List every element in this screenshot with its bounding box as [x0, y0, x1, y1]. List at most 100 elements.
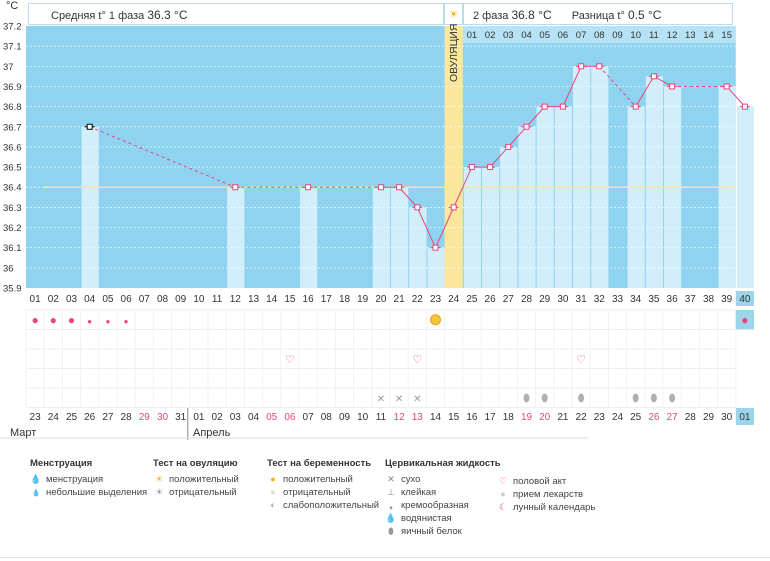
- y-tick-label: 36.6: [3, 142, 22, 153]
- temperature-line: [562, 66, 582, 107]
- calendar-date-label: 30: [721, 412, 733, 423]
- temperature-point: [414, 204, 421, 211]
- cycle-day-label: 06: [121, 294, 133, 305]
- temperature-point: [396, 184, 403, 191]
- post-ovulation-day-label: 10: [630, 30, 641, 41]
- temperature-line: [507, 126, 527, 148]
- temperature-bar: [627, 106, 645, 288]
- cycle-day-label: 29: [539, 294, 551, 305]
- dry-cross-icon: ✕: [395, 394, 403, 405]
- y-tick-label: 37.1: [3, 42, 22, 53]
- temperature-point: [669, 83, 676, 90]
- phase2-label: 2 фаза: [473, 10, 509, 22]
- temperature-line: [653, 75, 673, 87]
- sun-negative-icon: ☀: [154, 487, 164, 497]
- circle-weak-icon: ◐: [270, 500, 276, 510]
- phase1-summary: Средняя t° 1 фаза 36.3 °C: [28, 3, 444, 25]
- watery-drop-icon: [523, 393, 530, 403]
- cycle-day-label: 20: [375, 294, 387, 305]
- circle-negative-icon: ●: [270, 487, 276, 497]
- legend-item: клейкая: [401, 487, 437, 498]
- calendar-date-label: 22: [576, 412, 588, 423]
- calendar-date-label: 01: [193, 412, 205, 423]
- cycle-day-label: 28: [521, 294, 533, 305]
- dry-cross-icon: ✕: [377, 394, 385, 405]
- heart-icon: ♡: [412, 354, 422, 366]
- calendar-date-label: 07: [303, 412, 315, 423]
- heavy-drop-icon: 💧: [30, 474, 42, 484]
- today-marker-highlight: [735, 310, 754, 330]
- calendar-date-label: 29: [703, 412, 715, 423]
- sun-positive-icon: ☀: [154, 474, 164, 484]
- temperature-line: [526, 106, 546, 128]
- cycle-day-label: 05: [102, 294, 114, 305]
- cycle-day-label: 07: [139, 294, 151, 305]
- temperature-line: [435, 207, 455, 248]
- temperature-bar: [463, 167, 481, 288]
- dry-cross-icon: ✕: [413, 394, 421, 405]
- calendar-date-label: 28: [685, 412, 697, 423]
- menstruation-drop-icon: ●: [124, 317, 129, 326]
- legend-item: положительный: [169, 474, 239, 485]
- menstruation-drop-icon: ●: [741, 313, 748, 327]
- y-tick-label: 37: [3, 62, 14, 73]
- post-ovulation-day-label: 12: [667, 30, 678, 41]
- post-ovulation-day-label: 04: [521, 30, 532, 41]
- y-tick-label: 36.8: [3, 102, 22, 113]
- temperature-line: [398, 186, 418, 208]
- temperature-difference-value: 0.5 °C: [627, 8, 662, 22]
- watery-drop-icon: [669, 393, 676, 403]
- post-ovulation-header: [462, 26, 736, 43]
- calendar-date-label: 13: [412, 412, 424, 423]
- legend-item: водянистая: [401, 513, 452, 524]
- sun-icon: ☀: [448, 9, 459, 21]
- small-drop-icon: 💧: [31, 490, 41, 497]
- legend-pregnancy-test: Тест на беременность ● положительный ● отр…: [267, 458, 379, 512]
- calendar-date-label: 26: [84, 412, 96, 423]
- post-ovulation-day-label: 03: [503, 30, 514, 41]
- temperature-point: [487, 164, 494, 171]
- temperature-bar: [536, 106, 554, 288]
- moon-icon: ☾: [498, 502, 508, 512]
- calendar-date-label: 24: [48, 412, 60, 423]
- calendar-date-label: 27: [102, 412, 114, 423]
- cycle-day-label: 21: [394, 294, 406, 305]
- temperature-line: [453, 166, 473, 208]
- cycle-day-label: 39: [721, 294, 733, 305]
- sticky-icon: ⊥: [387, 487, 395, 497]
- legend-item: менструация: [46, 474, 104, 485]
- cycle-day-label: 13: [248, 294, 260, 305]
- cycle-day-label: 23: [430, 294, 442, 305]
- menstruation-drop-icon: ●: [68, 313, 75, 327]
- y-tick-label: 36: [3, 263, 14, 274]
- calendar-date-label: 04: [248, 412, 260, 423]
- post-ovulation-day-label: 06: [558, 30, 569, 41]
- y-tick-label: 36.2: [3, 223, 22, 234]
- y-tick-label: 37.2: [3, 22, 22, 33]
- cycle-day-label: 04: [84, 294, 96, 305]
- calendar-date-label: 27: [667, 412, 679, 423]
- watery-drop-icon: [541, 393, 548, 403]
- cycle-day-label: 38: [703, 294, 715, 305]
- temperature-point: [450, 204, 457, 211]
- menstruation-drop-icon: ●: [31, 313, 38, 327]
- watery-drop-icon: 💧: [385, 513, 397, 523]
- calendar-date-label: 11: [376, 412, 387, 423]
- cycle-day-label: 36: [667, 294, 679, 305]
- y-tick-label: 35.9: [3, 284, 22, 295]
- temperature-bar: [372, 187, 390, 288]
- temperature-chart: 37.2 37.1 37 36.9 36.8 36.7 36.6 36.5 36.4 36.3 36…: [0, 22, 754, 440]
- legend-item: сухо: [401, 474, 421, 485]
- calendar-date-label: 18: [503, 412, 515, 423]
- heart-icon: ♡: [498, 476, 508, 486]
- menstruation-drop-icon: ●: [105, 317, 110, 326]
- post-ovulation-day-label: 02: [485, 30, 496, 41]
- calendar-date-label: 06: [284, 412, 296, 423]
- calendar-date-label: 29: [139, 412, 151, 423]
- cycle-day-label: 15: [284, 294, 296, 305]
- legend-item: половой акт: [513, 476, 567, 487]
- cycle-day-label: 01: [30, 294, 42, 305]
- calendar-date-label: 15: [448, 412, 460, 423]
- legend-cervical-fluid: Цервикальная жидкость ✕ сухо ⊥ клейкая ❟ кр…: [385, 458, 501, 538]
